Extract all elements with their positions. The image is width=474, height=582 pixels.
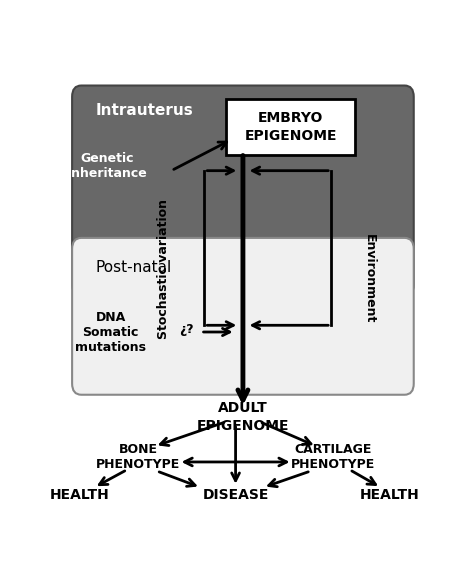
Text: BONE
PHENOTYPE: BONE PHENOTYPE [96,443,180,471]
Text: Genetic
inheritance: Genetic inheritance [67,152,147,180]
Text: ADULT
EPIGENOME: ADULT EPIGENOME [197,402,289,433]
Text: EMBRYO
EPIGENOME: EMBRYO EPIGENOME [245,111,337,143]
Text: DISEASE: DISEASE [202,488,269,502]
Text: Stochastic variation: Stochastic variation [157,199,171,339]
Text: Intrauterus: Intrauterus [96,104,194,119]
FancyBboxPatch shape [227,99,355,155]
Text: HEALTH: HEALTH [360,488,420,502]
Text: Environment: Environment [363,233,376,323]
FancyBboxPatch shape [72,238,414,395]
Text: DNA
Somatic
mutations: DNA Somatic mutations [75,311,146,353]
Text: CARTILAGE
PHENOTYPE: CARTILAGE PHENOTYPE [291,443,375,471]
FancyBboxPatch shape [72,86,414,296]
Text: Post-natal: Post-natal [96,260,172,275]
Text: ¿?: ¿? [179,323,193,336]
Text: HEALTH: HEALTH [50,488,109,502]
